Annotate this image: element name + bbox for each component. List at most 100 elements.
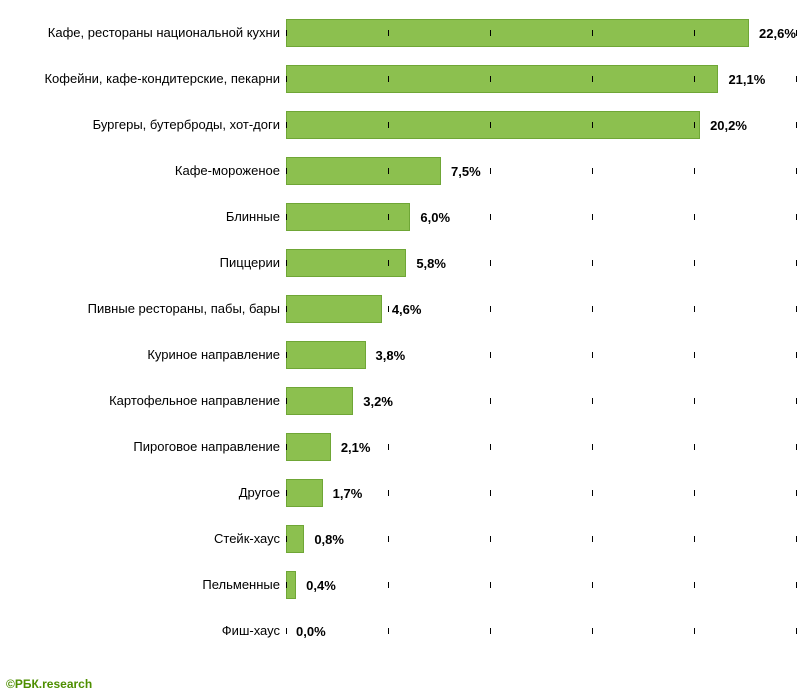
- axis-tick: [490, 628, 491, 634]
- value-label: 0,0%: [296, 624, 326, 639]
- axis-tick: [694, 122, 695, 128]
- category-label: Кафе, рестораны национальной кухни: [0, 25, 286, 41]
- axis-tick: [388, 76, 389, 82]
- axis-tick: [694, 398, 695, 404]
- category-label: Бургеры, бутерброды, хот-доги: [0, 117, 286, 133]
- value-label: 0,4%: [306, 578, 336, 593]
- category-label: Кофейни, кафе-кондитерские, пекарни: [0, 71, 286, 87]
- axis-tick: [490, 582, 491, 588]
- category-label: Кафе-мороженое: [0, 163, 286, 179]
- axis-tick: [592, 30, 593, 36]
- chart-row: Пивные рестораны, пабы, бары 4,6%: [0, 286, 800, 332]
- bar: [286, 433, 331, 461]
- axis-tick: [490, 306, 491, 312]
- axis-tick: [286, 398, 287, 404]
- bar: [286, 19, 749, 47]
- category-label: Стейк-хаус: [0, 531, 286, 547]
- category-label: Пельменные: [0, 577, 286, 593]
- axis-tick: [490, 168, 491, 174]
- bar: [286, 65, 718, 93]
- bar-area: 5,8%: [286, 240, 796, 286]
- chart-row: Фиш-хаус0,0%: [0, 608, 800, 654]
- axis-tick: [796, 398, 797, 404]
- axis-tick: [592, 122, 593, 128]
- axis-tick: [796, 628, 797, 634]
- axis-tick: [694, 490, 695, 496]
- axis-tick: [388, 260, 389, 266]
- axis-tick: [388, 398, 389, 404]
- axis-tick: [286, 352, 287, 358]
- chart-row: Кафе, рестораны национальной кухни22,6%: [0, 10, 800, 56]
- axis-tick: [490, 352, 491, 358]
- chart-row: Пельменные 0,4%: [0, 562, 800, 608]
- axis-tick: [796, 352, 797, 358]
- axis-tick: [796, 444, 797, 450]
- axis-tick: [694, 628, 695, 634]
- category-label: Пивные рестораны, пабы, бары: [0, 301, 286, 317]
- value-label: 5,8%: [416, 256, 446, 271]
- bar: [286, 341, 366, 369]
- chart-row: Другое 1,7%: [0, 470, 800, 516]
- axis-tick: [388, 628, 389, 634]
- category-label: Другое: [0, 485, 286, 501]
- value-label: 0,8%: [314, 532, 344, 547]
- category-label: Куриное направление: [0, 347, 286, 363]
- bar: [286, 571, 296, 599]
- bar-area: 0,8%: [286, 516, 796, 562]
- axis-tick: [694, 168, 695, 174]
- axis-tick: [694, 444, 695, 450]
- chart-row: Картофельное направление3,2%: [0, 378, 800, 424]
- axis-tick: [694, 30, 695, 36]
- value-label: 3,8%: [376, 348, 406, 363]
- axis-tick: [388, 214, 389, 220]
- bar: [286, 111, 700, 139]
- axis-tick: [592, 444, 593, 450]
- chart-row: Пироговое направление2,1%: [0, 424, 800, 470]
- bar-area: 0,0%: [286, 608, 796, 654]
- bar-chart: Кафе, рестораны национальной кухни22,6%К…: [0, 0, 800, 697]
- value-label: 2,1%: [341, 440, 371, 455]
- chart-row: Кофейни, кафе-кондитерские, пекарни 21,1%: [0, 56, 800, 102]
- axis-tick: [796, 76, 797, 82]
- axis-tick: [796, 490, 797, 496]
- bar-area: 21,1%: [286, 56, 796, 102]
- axis-tick: [286, 306, 287, 312]
- axis-tick: [592, 536, 593, 542]
- bar-area: 3,2%: [286, 378, 796, 424]
- bar-area: 4,6%: [286, 286, 796, 332]
- axis-tick: [388, 536, 389, 542]
- axis-tick: [796, 260, 797, 266]
- bar: [286, 157, 441, 185]
- bar: [286, 387, 353, 415]
- axis-tick: [694, 214, 695, 220]
- axis-tick: [388, 122, 389, 128]
- axis-tick: [490, 214, 491, 220]
- bar-area: 2,1%: [286, 424, 796, 470]
- chart-row: Стейк-хаус 0,8%: [0, 516, 800, 562]
- axis-tick: [796, 30, 797, 36]
- axis-tick: [592, 490, 593, 496]
- axis-tick: [388, 30, 389, 36]
- axis-tick: [286, 260, 287, 266]
- chart-rows: Кафе, рестораны национальной кухни22,6%К…: [0, 10, 800, 654]
- axis-tick: [388, 352, 389, 358]
- axis-tick: [592, 76, 593, 82]
- axis-tick: [592, 260, 593, 266]
- axis-tick: [592, 352, 593, 358]
- category-label: Картофельное направление: [0, 393, 286, 409]
- bar: [286, 295, 382, 323]
- axis-tick: [286, 30, 287, 36]
- axis-tick: [490, 76, 491, 82]
- axis-tick: [490, 30, 491, 36]
- axis-tick: [388, 444, 389, 450]
- value-label: 1,7%: [333, 486, 363, 501]
- bar-area: 6,0%: [286, 194, 796, 240]
- axis-tick: [286, 214, 287, 220]
- bar: [286, 203, 410, 231]
- bar-area: 3,8%: [286, 332, 796, 378]
- source-credit: ©РБК.research: [6, 677, 92, 691]
- value-label: 4,6%: [392, 302, 422, 317]
- axis-tick: [592, 398, 593, 404]
- axis-tick: [286, 536, 287, 542]
- value-label: 21,1%: [728, 72, 765, 87]
